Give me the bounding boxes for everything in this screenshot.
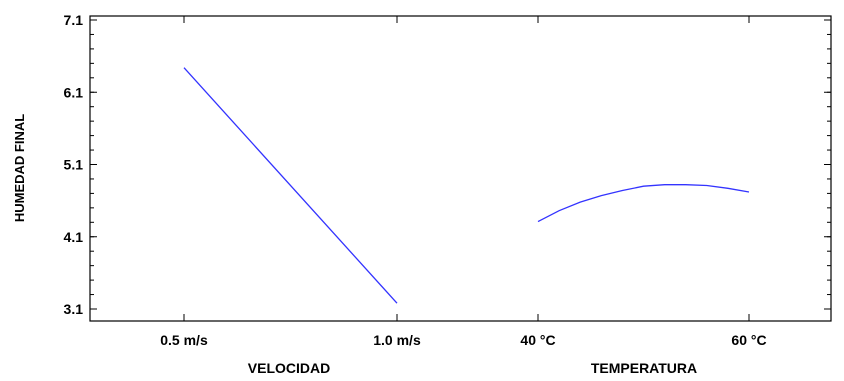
- y-tick-label: 4.1: [64, 229, 84, 245]
- x-tick-label: 40 °C: [520, 332, 555, 348]
- x-axis-ticks: 0.5 m/s 1.0 m/s 40 °C 60 °C: [160, 16, 767, 348]
- y-tick-label: 7.1: [64, 12, 84, 28]
- y-axis-ticks: 7.1 6.1 5.1 4.1 3.1: [64, 12, 831, 317]
- x-axis-title-temperatura: TEMPERATURA: [591, 360, 697, 376]
- y-tick-label: 5.1: [64, 157, 84, 173]
- plot-frame: [89, 15, 832, 322]
- series-lines: [183, 67, 750, 304]
- x-axis-title-velocidad: VELOCIDAD: [248, 360, 330, 376]
- x-tick-label: 0.5 m/s: [160, 332, 208, 348]
- effect-line-temperatura: [537, 184, 750, 223]
- y-tick-label: 3.1: [64, 301, 84, 317]
- effect-line-velocidad: [183, 67, 398, 304]
- x-tick-label: 60 °C: [731, 332, 766, 348]
- x-tick-label: 1.0 m/s: [373, 332, 421, 348]
- y-axis-title: HUMEDAD FINAL: [12, 114, 27, 222]
- y-tick-label: 6.1: [64, 84, 84, 100]
